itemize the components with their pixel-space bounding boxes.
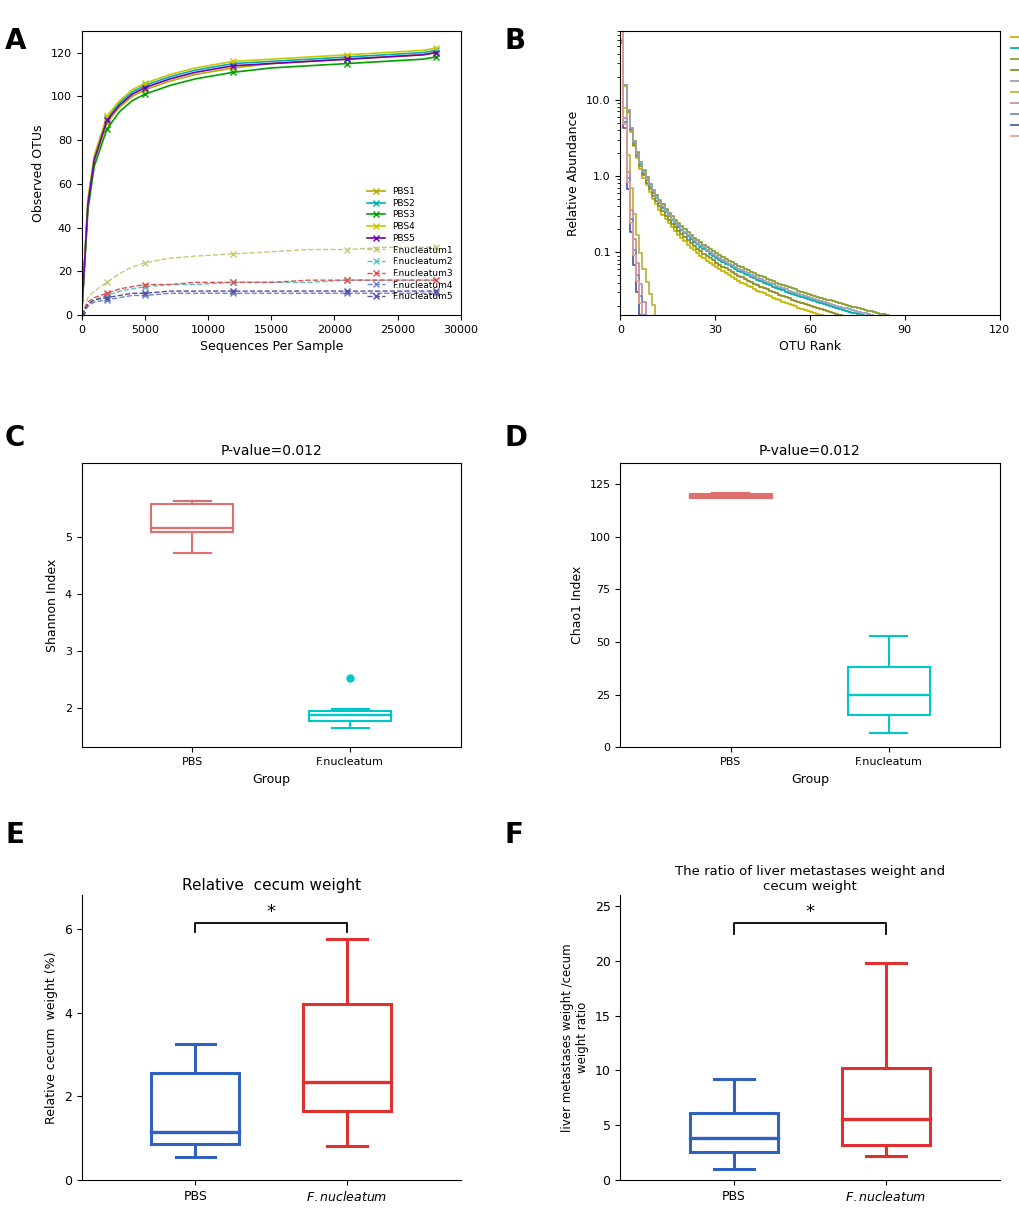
Title: Relative  cecum weight: Relative cecum weight bbox=[181, 878, 361, 892]
Legend: PBS1, PBS2, PBS3, PBS4, PBS5, F.nucleatum1, F.nucleatum2, F.nucleatum3, F.nuclea: PBS1, PBS2, PBS3, PBS4, PBS5, F.nucleatu… bbox=[1007, 29, 1019, 145]
Y-axis label: Relative cecum  weight (%): Relative cecum weight (%) bbox=[45, 951, 58, 1123]
Bar bbox=[303, 1004, 390, 1111]
Text: B: B bbox=[504, 27, 526, 55]
Y-axis label: Observed OTUs: Observed OTUs bbox=[33, 124, 45, 221]
X-axis label: Sequences Per Sample: Sequences Per Sample bbox=[200, 340, 342, 354]
Title: The ratio of liver metastases weight and
cecum weight: The ratio of liver metastases weight and… bbox=[675, 865, 944, 892]
Text: *: * bbox=[267, 903, 275, 921]
Y-axis label: Chao1 Index: Chao1 Index bbox=[571, 567, 583, 644]
Bar bbox=[841, 1068, 929, 1145]
Legend: PBS1, PBS2, PBS3, PBS4, PBS5, F.nucleatum1, F.nucleatum2, F.nucleatum3, F.nuclea: PBS1, PBS2, PBS3, PBS4, PBS5, F.nucleatu… bbox=[363, 183, 455, 305]
Bar bbox=[151, 504, 233, 532]
Text: E: E bbox=[5, 821, 24, 849]
Text: C: C bbox=[5, 424, 25, 452]
Y-axis label: Relative Abundance: Relative Abundance bbox=[567, 111, 580, 236]
Title: P-value=0.012: P-value=0.012 bbox=[758, 444, 860, 457]
Y-axis label: liver metastases weight /cecum
weight ratio: liver metastases weight /cecum weight ra… bbox=[560, 944, 589, 1132]
Text: D: D bbox=[504, 424, 528, 452]
Bar bbox=[847, 667, 929, 715]
Text: A: A bbox=[5, 27, 26, 55]
Title: P-value=0.012: P-value=0.012 bbox=[220, 444, 322, 457]
X-axis label: OTU Rank: OTU Rank bbox=[779, 340, 841, 354]
Text: *: * bbox=[805, 902, 813, 921]
Bar bbox=[151, 1073, 239, 1144]
Y-axis label: Shannon Index: Shannon Index bbox=[46, 559, 59, 651]
Bar bbox=[690, 1113, 777, 1153]
Text: F: F bbox=[504, 821, 524, 849]
Bar bbox=[309, 710, 391, 721]
X-axis label: Group: Group bbox=[252, 773, 290, 785]
Bar bbox=[689, 494, 771, 498]
X-axis label: Group: Group bbox=[790, 773, 828, 785]
